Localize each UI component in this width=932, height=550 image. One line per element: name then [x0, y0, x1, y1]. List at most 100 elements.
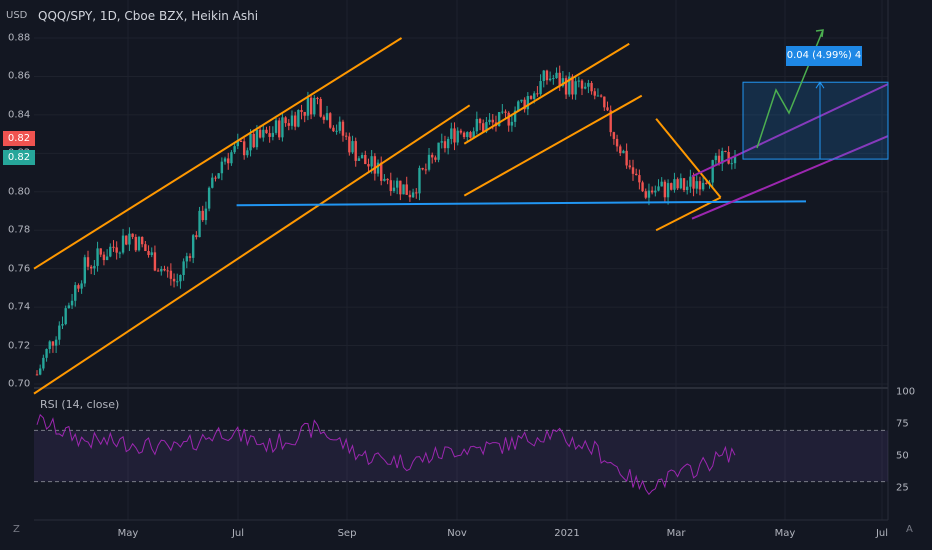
candle-body: [144, 244, 147, 252]
candle-body: [711, 160, 714, 183]
candle-body: [125, 235, 128, 245]
candle-body: [169, 270, 173, 279]
candle-body: [207, 187, 211, 209]
candle-body: [265, 129, 268, 134]
candle-body: [638, 175, 641, 183]
candle-body: [542, 70, 545, 82]
candle-body: [354, 141, 357, 161]
candle-body: [482, 123, 485, 132]
timezone-icon[interactable]: Z: [13, 524, 20, 535]
candle-body: [533, 93, 536, 99]
currency-label: USD: [6, 10, 28, 21]
price-tag: 0.82: [3, 131, 35, 146]
candle-body: [714, 155, 718, 161]
candle-body: [421, 167, 424, 170]
candle-body: [536, 93, 539, 95]
candle-body: [571, 76, 574, 95]
candle-body: [105, 256, 109, 261]
channel-line: [655, 118, 722, 199]
candle-body: [249, 133, 252, 151]
candle-body: [227, 158, 230, 164]
candle-body: [118, 252, 122, 254]
candle-body: [513, 110, 517, 122]
rsi-legend[interactable]: RSI (14, close): [40, 398, 120, 411]
candle-body: [727, 151, 730, 164]
price-tick-label: 0.88: [8, 32, 31, 44]
candle-body: [303, 111, 306, 116]
candle-body: [599, 95, 603, 97]
price-tick-label: 0.86: [8, 70, 31, 82]
candle-body: [685, 186, 689, 191]
candle-body: [650, 190, 654, 193]
candle-body: [427, 154, 431, 170]
candle-body: [147, 251, 150, 256]
drawings: [33, 29, 889, 395]
candle-body: [497, 112, 501, 127]
candle-body: [313, 97, 316, 115]
candle-body: [255, 129, 259, 148]
candle-body: [357, 158, 361, 161]
candle-body: [188, 256, 192, 258]
candle-body: [258, 129, 262, 138]
candle-body: [293, 115, 297, 127]
candle-body: [38, 368, 42, 375]
candle-body: [176, 281, 179, 283]
candle-body: [252, 133, 255, 148]
candle-body: [217, 173, 220, 179]
candle-body: [322, 116, 326, 120]
candle-body: [195, 235, 198, 238]
candle-body: [239, 140, 243, 142]
candle-body: [198, 210, 201, 238]
price-tick-label: 0.84: [8, 109, 31, 121]
candle-body: [140, 236, 144, 245]
candle-body: [348, 136, 351, 153]
candle-body: [80, 283, 83, 289]
price-tick-label: 0.76: [8, 263, 31, 275]
candle-body: [115, 247, 118, 253]
candle-body: [42, 357, 45, 369]
candle-body: [204, 208, 208, 221]
auto-scale-icon[interactable]: A: [906, 524, 913, 535]
candle-body: [411, 192, 415, 198]
candle-body: [415, 192, 418, 194]
candle-body: [488, 119, 491, 123]
candle-body: [446, 138, 450, 149]
candle-body: [380, 162, 383, 181]
time-tick-label: Mar: [666, 528, 686, 539]
candle-body: [351, 141, 354, 153]
candle-body: [376, 162, 380, 174]
time-tick-label: May: [117, 528, 139, 539]
candle-body: [386, 178, 389, 181]
channel-line: [33, 104, 471, 395]
candle-body: [507, 112, 510, 126]
rsi-band: [34, 429, 888, 483]
candle-body: [338, 121, 341, 131]
target-box: [742, 81, 889, 160]
candle-body: [214, 177, 217, 179]
candle-body: [504, 111, 507, 113]
symbol-title[interactable]: QQQ/SPY, 1D, Cboe BZX, Heikin Ashi: [38, 9, 259, 23]
candle-body: [281, 117, 284, 138]
candle-body: [654, 190, 657, 193]
candles: [35, 65, 737, 376]
channel-line: [463, 94, 643, 197]
candle-body: [625, 150, 628, 166]
candle-body: [89, 266, 93, 269]
candle-body: [54, 339, 58, 346]
candle-body: [408, 194, 412, 198]
candle-body: [434, 157, 437, 160]
time-tick-label: 2021: [554, 528, 580, 539]
candle-body: [274, 120, 278, 133]
time-tick-label: Jul: [875, 528, 889, 539]
candle-body: [472, 131, 475, 138]
candle-body: [96, 248, 99, 266]
candle-body: [462, 132, 466, 138]
candle-body: [587, 82, 590, 87]
forecast-arrow-head: [815, 29, 824, 38]
candle-body: [657, 186, 660, 191]
candle-body: [319, 98, 322, 117]
candle-body: [153, 252, 157, 271]
candle-body: [564, 78, 568, 95]
candle-body: [545, 70, 549, 81]
